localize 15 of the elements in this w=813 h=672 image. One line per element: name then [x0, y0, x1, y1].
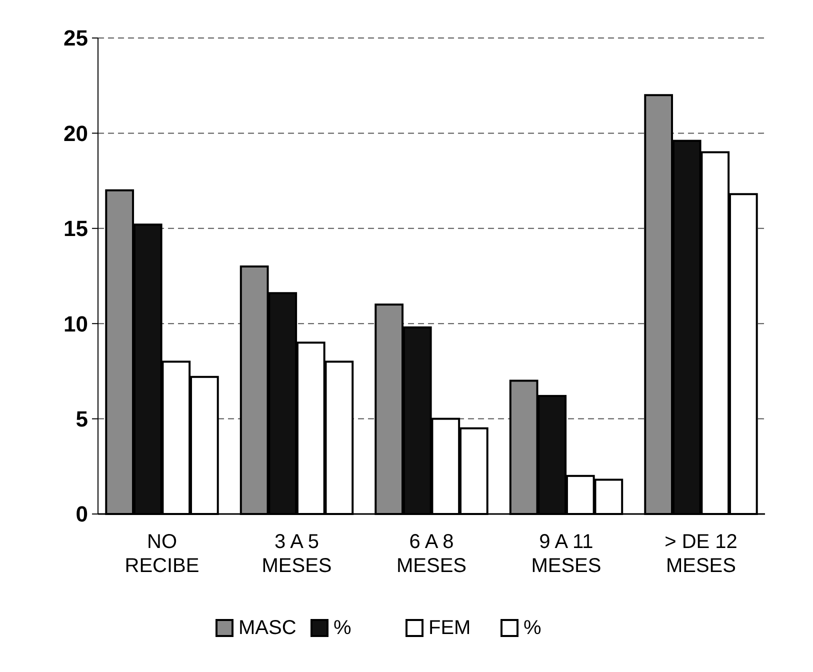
legend-label: MASC [238, 617, 296, 639]
x-tick-label: > DE 12 MESES [664, 531, 738, 577]
x-tick-label: NO RECIBE [124, 531, 200, 577]
y-tick-label: 20 [64, 120, 88, 146]
legend-label: % [334, 617, 352, 639]
legend-label: FEM [428, 617, 471, 639]
x-tick-label: 3 A 5 MESES [262, 531, 332, 577]
y-tick-label: 5 [76, 406, 88, 432]
y-tick-label: 10 [64, 311, 88, 336]
y-tick-label: 15 [64, 216, 88, 242]
y-tick-label: 0 [76, 502, 88, 527]
legend-label: % [524, 617, 542, 639]
y-tick-label: 25 [64, 26, 88, 51]
x-tick-label: 9 A 11 MESES [531, 531, 602, 577]
x-tick-label: 6 A 8 MESES [396, 531, 467, 577]
